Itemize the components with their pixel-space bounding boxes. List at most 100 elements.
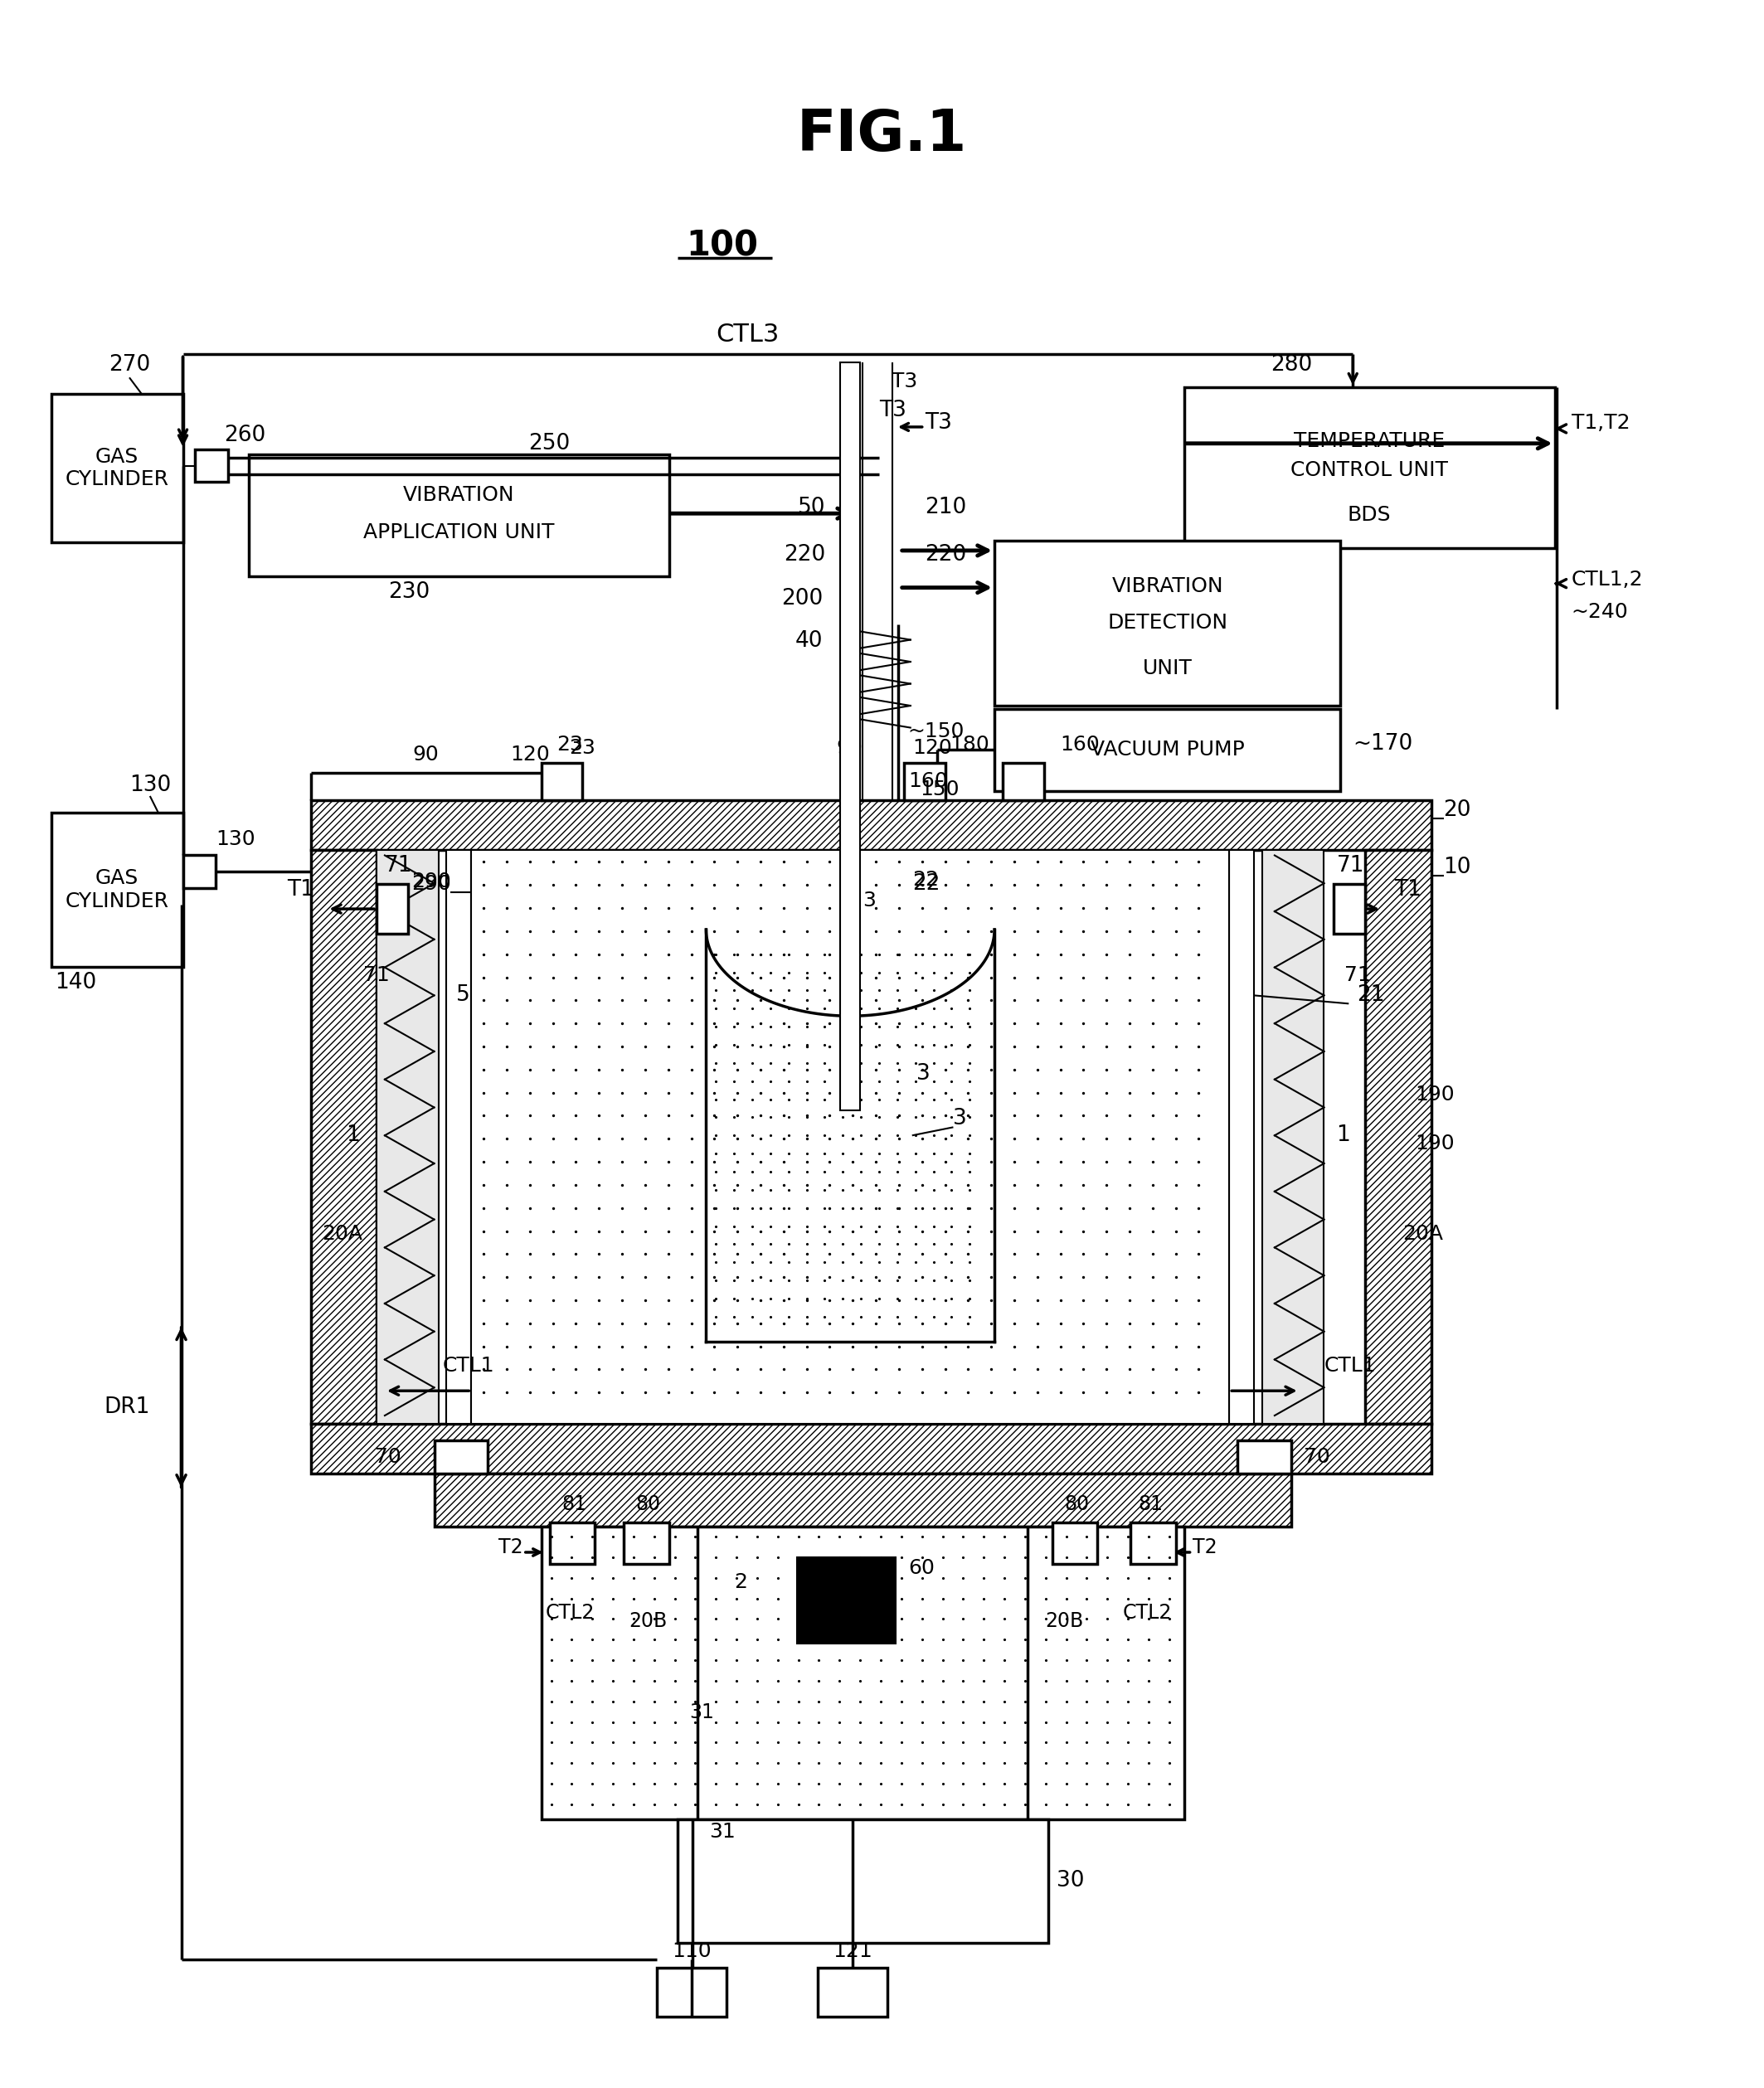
Text: ~150: ~150 xyxy=(908,722,965,741)
Text: 3: 3 xyxy=(863,892,875,910)
Text: T1,T2: T1,T2 xyxy=(1572,413,1630,432)
Text: CONTROL UNIT: CONTROL UNIT xyxy=(1291,459,1448,480)
Bar xyxy=(624,1522,669,1564)
Text: CTL1: CTL1 xyxy=(1325,1357,1376,1376)
Text: 160: 160 xyxy=(908,770,947,791)
Text: 190: 190 xyxy=(1415,1084,1454,1105)
Bar xyxy=(183,856,215,887)
Text: 190: 190 xyxy=(1415,1134,1454,1155)
Text: 20B: 20B xyxy=(1046,1612,1083,1631)
Text: DETECTION: DETECTION xyxy=(1108,614,1228,633)
Text: 21: 21 xyxy=(1357,986,1385,1006)
Bar xyxy=(797,1558,896,1643)
Text: 70: 70 xyxy=(376,1447,400,1466)
Text: T2: T2 xyxy=(499,1537,524,1558)
Text: CTL2: CTL2 xyxy=(545,1604,594,1622)
Bar xyxy=(1184,388,1554,547)
Bar xyxy=(51,395,183,543)
Text: 220: 220 xyxy=(783,543,826,566)
Text: VIBRATION: VIBRATION xyxy=(1111,576,1222,595)
Text: 40: 40 xyxy=(796,631,824,651)
Text: 280: 280 xyxy=(1270,355,1312,376)
Text: 260: 260 xyxy=(224,424,266,447)
Text: 230: 230 xyxy=(388,580,430,603)
Text: 250: 250 xyxy=(529,432,570,455)
Bar xyxy=(1230,850,1254,1424)
Text: BDS: BDS xyxy=(1348,505,1392,524)
Text: 120: 120 xyxy=(510,745,550,764)
Text: 90: 90 xyxy=(413,745,439,764)
Text: 23: 23 xyxy=(570,739,596,758)
Bar xyxy=(51,812,183,967)
Bar xyxy=(376,883,407,933)
Bar xyxy=(542,1526,1184,1819)
Text: 1: 1 xyxy=(346,1125,360,1146)
Text: 81: 81 xyxy=(561,1495,587,1514)
Text: 22: 22 xyxy=(912,873,940,896)
Text: CTL1: CTL1 xyxy=(443,1357,494,1376)
Text: 180: 180 xyxy=(951,735,990,756)
Bar xyxy=(1238,1441,1291,1474)
Bar xyxy=(434,1474,1291,1526)
Text: T3: T3 xyxy=(878,399,907,422)
Text: 20B: 20B xyxy=(630,1612,667,1631)
Text: 10: 10 xyxy=(1443,856,1471,879)
Text: APPLICATION UNIT: APPLICATION UNIT xyxy=(363,522,554,543)
Text: FIG.1: FIG.1 xyxy=(797,106,967,163)
Text: 110: 110 xyxy=(672,1942,711,1961)
Bar xyxy=(903,762,946,800)
Text: 71: 71 xyxy=(363,965,390,986)
Text: 3: 3 xyxy=(916,1063,930,1084)
Text: 20: 20 xyxy=(1443,800,1471,821)
Text: CTL2: CTL2 xyxy=(1122,1604,1171,1622)
Text: VIBRATION: VIBRATION xyxy=(404,484,515,505)
Text: 121: 121 xyxy=(833,1942,871,1961)
Bar xyxy=(542,762,582,800)
Text: 20A: 20A xyxy=(321,1224,363,1244)
Text: GAS
CYLINDER: GAS CYLINDER xyxy=(65,869,169,910)
Text: UNIT: UNIT xyxy=(1143,658,1192,679)
Text: 31: 31 xyxy=(690,1702,714,1723)
Bar xyxy=(1334,883,1365,933)
Bar xyxy=(310,850,376,1424)
Bar xyxy=(995,541,1341,706)
Text: T2: T2 xyxy=(1192,1537,1217,1558)
Text: 71: 71 xyxy=(1337,856,1364,877)
Text: 140: 140 xyxy=(55,973,97,994)
Text: GAS
CYLINDER: GAS CYLINDER xyxy=(65,447,169,489)
Bar xyxy=(656,1967,727,2017)
Text: 31: 31 xyxy=(709,1821,736,1842)
Text: 290: 290 xyxy=(411,875,450,894)
Text: 3: 3 xyxy=(953,1109,967,1130)
Text: T3: T3 xyxy=(891,372,917,393)
Text: 80: 80 xyxy=(637,1495,662,1514)
Bar xyxy=(817,1967,887,2017)
Text: 290: 290 xyxy=(411,873,450,892)
Bar xyxy=(446,850,471,1424)
Text: 2: 2 xyxy=(734,1572,748,1591)
Text: DR1: DR1 xyxy=(104,1397,150,1418)
Text: 1: 1 xyxy=(1337,1125,1349,1146)
Text: 100: 100 xyxy=(686,228,759,263)
Text: CTL1,2: CTL1,2 xyxy=(1572,570,1642,589)
Text: 81: 81 xyxy=(1138,1495,1164,1514)
Text: 71: 71 xyxy=(1344,965,1371,986)
Text: 220: 220 xyxy=(924,543,967,566)
Text: 80: 80 xyxy=(1064,1495,1090,1514)
Text: 50: 50 xyxy=(797,497,826,518)
Text: 22: 22 xyxy=(912,871,938,889)
Text: 130: 130 xyxy=(215,829,256,850)
Bar xyxy=(310,1424,1431,1474)
Bar xyxy=(1365,850,1431,1424)
Bar xyxy=(1051,1522,1097,1564)
Text: 70: 70 xyxy=(1304,1447,1330,1466)
Bar xyxy=(1002,762,1044,800)
Text: T1: T1 xyxy=(1394,879,1422,900)
Text: ~240: ~240 xyxy=(1572,601,1628,622)
Bar xyxy=(471,850,1230,1424)
Bar xyxy=(995,708,1341,791)
Text: 60: 60 xyxy=(908,1558,935,1579)
Text: T3: T3 xyxy=(924,411,953,434)
Text: 23: 23 xyxy=(557,735,584,756)
Bar xyxy=(1131,1522,1177,1564)
